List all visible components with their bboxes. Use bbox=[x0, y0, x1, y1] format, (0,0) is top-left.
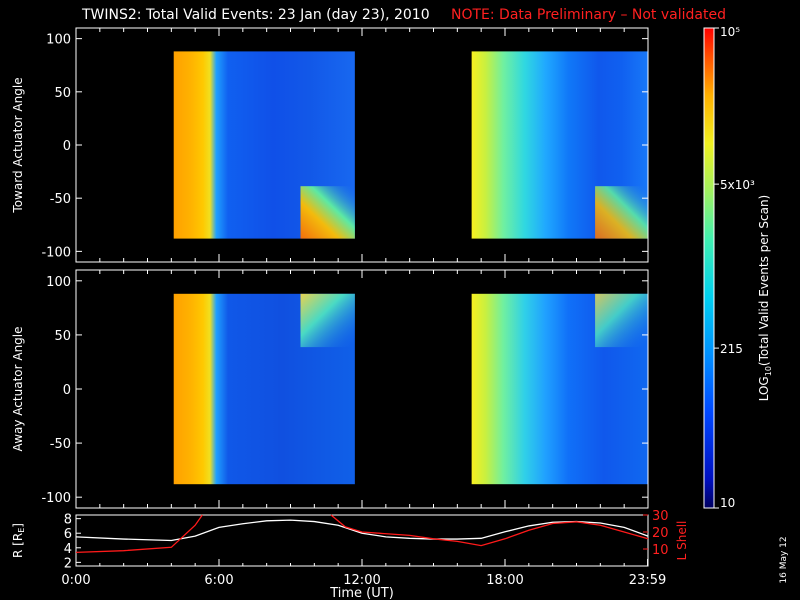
r-line bbox=[75, 519, 649, 542]
colorbar-gradient bbox=[703, 27, 715, 509]
away-hotspot-1 bbox=[300, 293, 355, 348]
colorbar-ticks: 10 215 5x10³ 10⁵ bbox=[714, 25, 755, 510]
time-tick-label: 12:00 bbox=[343, 573, 380, 588]
away-tick-label: -100 bbox=[41, 491, 71, 506]
r-tick-label: 8 bbox=[64, 513, 72, 528]
toward-hotspot-2 bbox=[595, 186, 648, 239]
away-tick-label: 100 bbox=[46, 275, 71, 290]
colorbar-label-sub: 10 bbox=[764, 366, 773, 376]
l-shell-tick-label: 30 bbox=[652, 509, 669, 524]
date-stamp: 16 May 12 bbox=[779, 536, 789, 583]
colorbar-tick-label: 215 bbox=[720, 342, 743, 356]
r-axis-label-end: ] bbox=[11, 523, 25, 528]
colorbar-label-log: LOG bbox=[757, 376, 771, 401]
toward-tick-label: -100 bbox=[41, 245, 71, 260]
toward-tick-label: 50 bbox=[54, 86, 71, 101]
preliminary-note: NOTE: Data Preliminary – Not validated bbox=[451, 7, 726, 23]
r-tick-label: 2 bbox=[64, 556, 72, 571]
away-tick-label: 0 bbox=[63, 383, 71, 398]
r-axis-label-main: R [R bbox=[11, 533, 25, 558]
colorbar-tick-label: 5x10³ bbox=[720, 178, 755, 192]
colorbar-label-rest: (Total Valid Events per Scan) bbox=[757, 195, 771, 366]
toward-actuator-panel: -100 -50 0 50 100 Toward Actuator Angle bbox=[11, 27, 649, 263]
away-hotspot-2 bbox=[595, 293, 648, 348]
l-shell-axis-label: L Shell bbox=[675, 521, 689, 561]
time-axis-label: Time (UT) bbox=[329, 586, 394, 600]
r-tick-label: 4 bbox=[64, 542, 72, 557]
toward-tick-label: -50 bbox=[50, 192, 71, 207]
r-axis-label: R [RE] bbox=[11, 523, 26, 558]
toward-hotspot-1 bbox=[300, 186, 355, 239]
toward-y-ticks: -100 -50 0 50 100 bbox=[41, 28, 649, 262]
l-shell-tick-label: 20 bbox=[652, 526, 669, 541]
away-tick-label: -50 bbox=[50, 437, 71, 452]
colorbar-label: LOG10(Total Valid Events per Scan) bbox=[757, 195, 773, 402]
toward-tick-label: 0 bbox=[63, 139, 71, 154]
l-shell-line-2 bbox=[330, 514, 649, 547]
colorbar-tick-label: 10 bbox=[720, 496, 735, 510]
away-y-ticks: -100 -50 0 50 100 bbox=[41, 270, 649, 508]
toward-y-label: Toward Actuator Angle bbox=[11, 77, 25, 213]
r-tick-label: 6 bbox=[64, 527, 72, 542]
time-tick-label: 23:59 bbox=[629, 573, 666, 588]
r-axis-label-sub: E bbox=[17, 528, 26, 533]
title-bar: TWINS2: Total Valid Events: 23 Jan (day … bbox=[0, 3, 800, 25]
away-actuator-panel: -100 -50 0 50 100 Away Actuator Angle bbox=[11, 269, 649, 509]
l-shell-line-1 bbox=[75, 514, 203, 554]
time-tick-label: 18:00 bbox=[486, 573, 523, 588]
time-tick-label: 0:00 bbox=[61, 573, 90, 588]
time-tick-label: 6:00 bbox=[204, 573, 233, 588]
toward-tick-label: 100 bbox=[46, 33, 71, 48]
figure-title: TWINS2: Total Valid Events: 23 Jan (day … bbox=[82, 7, 430, 23]
away-tick-label: 50 bbox=[54, 329, 71, 344]
colorbar-tick-label: 10⁵ bbox=[720, 25, 740, 39]
away-y-label: Away Actuator Angle bbox=[11, 326, 25, 451]
l-shell-tick-label: 10 bbox=[652, 543, 669, 558]
